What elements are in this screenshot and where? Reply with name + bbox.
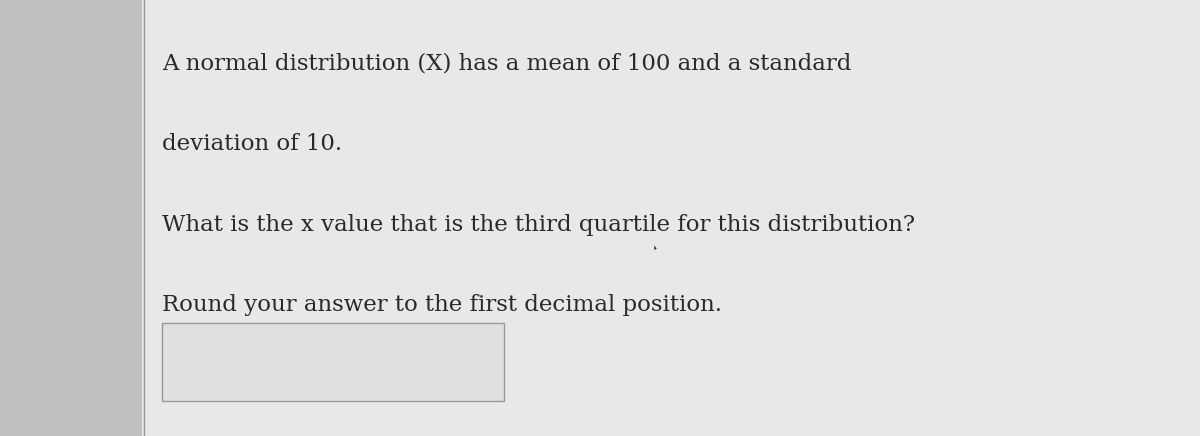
Text: A normal distribution (X) has a mean of 100 and a standard: A normal distribution (X) has a mean of … [162, 52, 851, 74]
Bar [162, 323, 504, 401]
Text: deviation of 10.: deviation of 10. [162, 133, 342, 155]
Text: Round your answer to the first decimal position.: Round your answer to the first decimal p… [162, 294, 722, 316]
Text: What is the x value that is the third quartile for this distribution?: What is the x value that is the third qu… [162, 214, 916, 235]
Polygon shape [654, 244, 658, 252]
Bar [0, 0, 142, 436]
Bar [142, 0, 1200, 436]
